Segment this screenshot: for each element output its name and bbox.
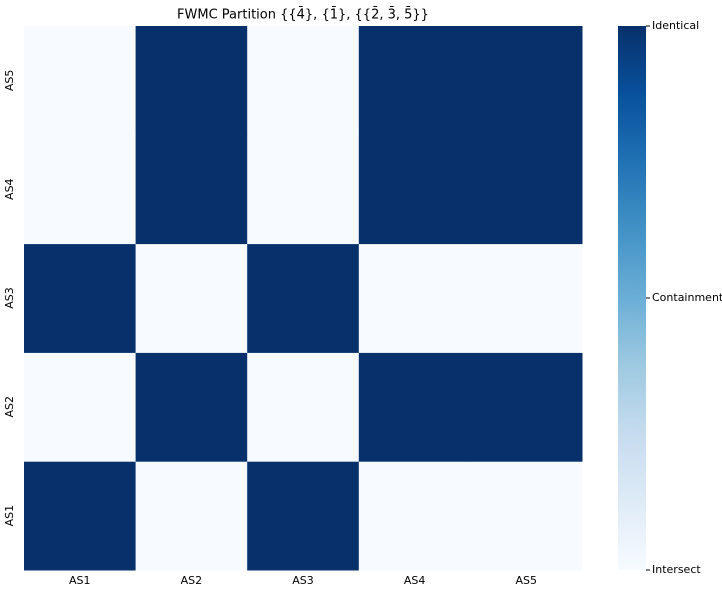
heatmap-cell [358,352,471,462]
heatmap-cell [358,134,471,245]
x-tick-label: AS4 [404,574,426,587]
x-tick-label: AS1 [69,574,91,587]
y-tick-label: AS1 [3,505,16,527]
chart-title: FWMC Partition {{4̄}, {1̄}, {{2̄, 3̄, 5̄… [177,7,429,22]
x-tick-label: AS5 [515,574,537,587]
x-tick-label: AS2 [181,574,203,587]
heatmap-cell [247,243,360,353]
heatmap-cell [24,134,137,245]
y-tick-label: AS2 [3,396,16,418]
y-tick-label: AS4 [3,178,16,200]
heatmap-cell [470,134,583,245]
colorbar-tick-label: Containment [652,291,722,304]
colorbar [618,26,646,570]
heatmap-cell [247,26,360,136]
heatmap-cell [135,26,248,136]
x-tick-label: AS3 [292,574,314,587]
heatmap-cell [470,243,583,353]
y-tick-label: AS3 [3,287,16,309]
colorbar-tick-label: Intersect [652,563,701,576]
heatmap-cell [247,352,360,462]
heatmap-cell [135,243,248,353]
heatmap-cell [24,352,137,462]
heatmap-cell [470,352,583,462]
heatmap-cell [135,461,248,571]
heatmap-cell [358,461,471,571]
heatmap-cell [358,26,471,136]
heatmap-cell [470,461,583,571]
heatmap-cell [247,461,360,571]
heatmap-cell [247,134,360,245]
colorbar-tick-label: Identical [652,19,699,32]
heatmap-cell [358,243,471,353]
heatmap-cell [24,26,137,136]
y-tick-label: AS5 [3,70,16,92]
heatmap-cell [470,26,583,136]
heatmap-cell [24,461,137,571]
heatmap-cell [135,134,248,245]
heatmap-cell [24,243,137,353]
heatmap-cell [135,352,248,462]
